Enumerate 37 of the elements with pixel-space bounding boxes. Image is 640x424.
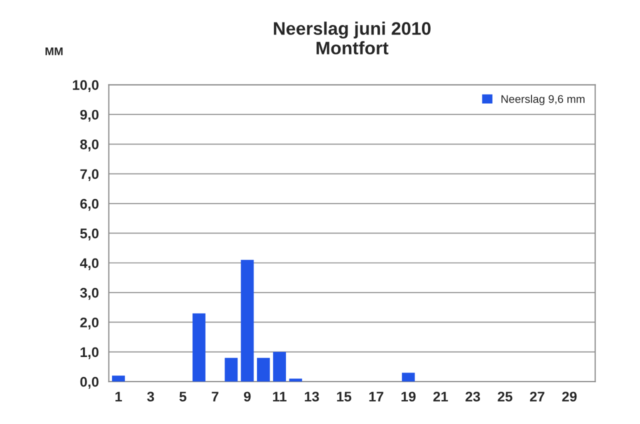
y-tick-label: 5,0 [80, 228, 99, 240]
y-tick-label: 0,0 [80, 376, 99, 389]
bar [224, 358, 238, 382]
chart-title: Neerslag juni 2010 Montfort [274, 22, 431, 54]
x-tick-label: 7 [212, 392, 218, 402]
bar [112, 376, 125, 382]
bar [289, 378, 302, 382]
x-tick-label: 5 [179, 392, 186, 402]
x-tick-label: 19 [402, 392, 416, 402]
x-tick-label: 13 [304, 392, 319, 402]
y-tick-label: 6,0 [80, 198, 99, 211]
bar [273, 352, 286, 382]
y-tick-label: 9,0 [80, 110, 99, 122]
bar [402, 372, 415, 382]
x-tick-label: 15 [337, 392, 352, 402]
x-tick-label: 11 [273, 392, 286, 402]
y-tick-label: 3,0 [80, 288, 99, 300]
y-tick-label: 10,0 [72, 80, 99, 92]
y-tick-label: 2,0 [80, 318, 99, 330]
x-tick-label: 25 [498, 392, 512, 402]
x-tick-label: 29 [562, 392, 577, 402]
legend-label: Neerslag 9,6 mm [502, 94, 584, 106]
bar [256, 358, 270, 382]
x-tick-label: 1 [115, 392, 122, 402]
x-tick-label: 3 [147, 392, 154, 402]
x-tick-label: 23 [466, 392, 480, 402]
x-tick-label: 17 [369, 392, 384, 402]
x-tick-label: 27 [530, 392, 544, 402]
x-tick-label: 9 [244, 392, 251, 402]
y-tick-label: 4,0 [80, 258, 99, 270]
x-tick-label: 21 [433, 392, 448, 402]
bar [192, 313, 206, 382]
y-axis-title: MM [46, 47, 63, 56]
y-tick-label: 8,0 [80, 139, 99, 152]
bar [240, 260, 254, 382]
y-tick-label: 7,0 [80, 169, 99, 182]
y-tick-label: 1,0 [80, 347, 99, 360]
